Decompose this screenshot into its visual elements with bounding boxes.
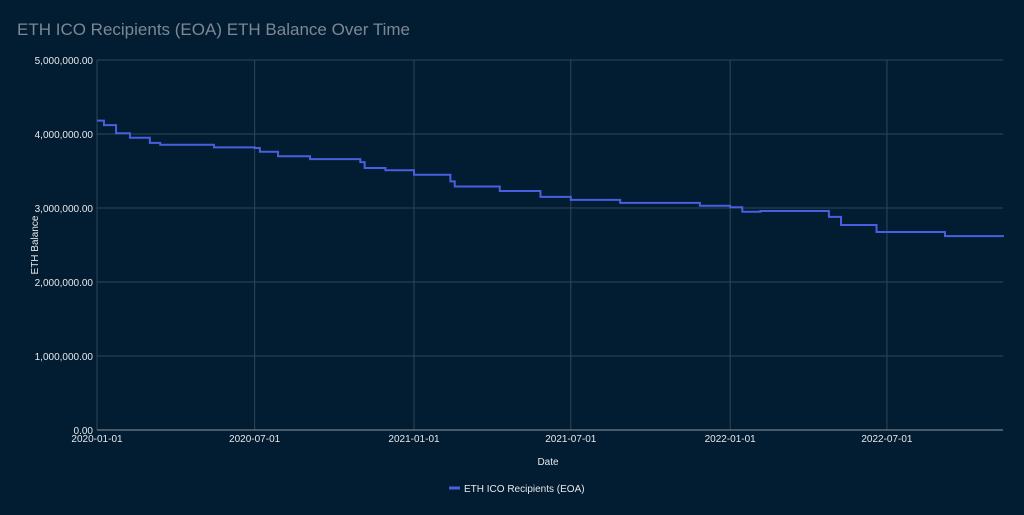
grid xyxy=(96,59,1003,431)
y-tick-label: 3,000,000.00 xyxy=(35,204,94,215)
y-tick-label: 1,000,000.00 xyxy=(35,352,94,363)
y-tick-label: 4,000,000.00 xyxy=(35,130,94,141)
chart-title: ETH ICO Recipients (EOA) ETH Balance Ove… xyxy=(17,20,410,39)
legend-label: ETH ICO Recipients (EOA) xyxy=(464,484,585,495)
x-tick-label: 2020-01-01 xyxy=(71,434,123,445)
x-tick-label: 2022-07-01 xyxy=(861,434,913,445)
y-tick-label: 2,000,000.00 xyxy=(35,278,94,289)
y-tick-label: 0.00 xyxy=(74,426,94,437)
x-tick-label: 2022-01-01 xyxy=(705,434,757,445)
y-axis-label: ETH Balance xyxy=(30,215,41,274)
y-tick-label: 5,000,000.00 xyxy=(35,56,94,67)
x-tick-label: 2021-07-01 xyxy=(545,434,597,445)
legend[interactable]: ETH ICO Recipients (EOA) xyxy=(449,484,585,495)
x-tick-label: 2020-07-01 xyxy=(229,434,281,445)
x-tick-label: 2021-01-01 xyxy=(388,434,440,445)
y-ticks: 0.00 1,000,000.00 2,000,000.00 3,000,000.00… xyxy=(35,56,94,437)
x-axis-label: Date xyxy=(537,457,559,468)
x-ticks: 2020-01-01 2020-07-01 2021-01-01 2021-07-01… xyxy=(71,434,913,445)
series-line xyxy=(97,119,1004,238)
